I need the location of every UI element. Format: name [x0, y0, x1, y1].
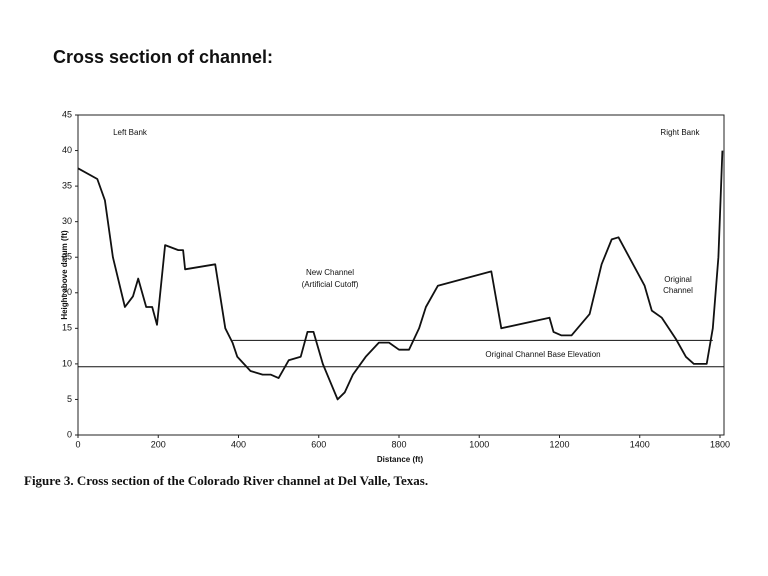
x-tick-label: 600: [311, 439, 326, 449]
x-tick-label: 1800: [710, 439, 730, 449]
y-tick-label: 25: [62, 252, 72, 262]
y-tick-label: 30: [62, 216, 72, 226]
y-tick-label: 15: [62, 323, 72, 333]
annotation: Original: [664, 275, 692, 284]
y-tick-label: 10: [62, 358, 72, 368]
y-tick-label: 40: [62, 145, 72, 155]
caption: Figure 3. Cross section of the Colorado …: [24, 473, 428, 488]
y-tick-label: 45: [62, 109, 72, 119]
x-tick-label: 200: [151, 439, 166, 449]
slide-title: Cross section of channel:: [53, 47, 273, 67]
annotation: Left Bank: [113, 128, 148, 137]
y-tick-label: 0: [67, 429, 72, 439]
x-axis-label: Distance (ft): [377, 455, 424, 464]
x-tick-label: 400: [231, 439, 246, 449]
x-tick-label: 1000: [469, 439, 489, 449]
y-tick-label: 35: [62, 180, 72, 190]
y-tick-label: 5: [67, 394, 72, 404]
annotation: (Artificial Cutoff): [302, 280, 359, 289]
x-tick-label: 800: [391, 439, 406, 449]
plot-frame: [77, 114, 725, 436]
annotation: New Channel: [306, 268, 354, 277]
x-tick-label: 0: [75, 439, 80, 449]
annotation: Channel: [663, 286, 693, 295]
x-tick-label: 1200: [549, 439, 569, 449]
y-tick-label: 20: [62, 287, 72, 297]
profile-line: [77, 150, 724, 401]
y-axis-label: Height above datum (ft): [60, 230, 69, 320]
annotation: Right Bank: [660, 128, 700, 137]
x-tick-label: 1400: [630, 439, 650, 449]
annotation: Original Channel Base Elevation: [485, 350, 600, 359]
